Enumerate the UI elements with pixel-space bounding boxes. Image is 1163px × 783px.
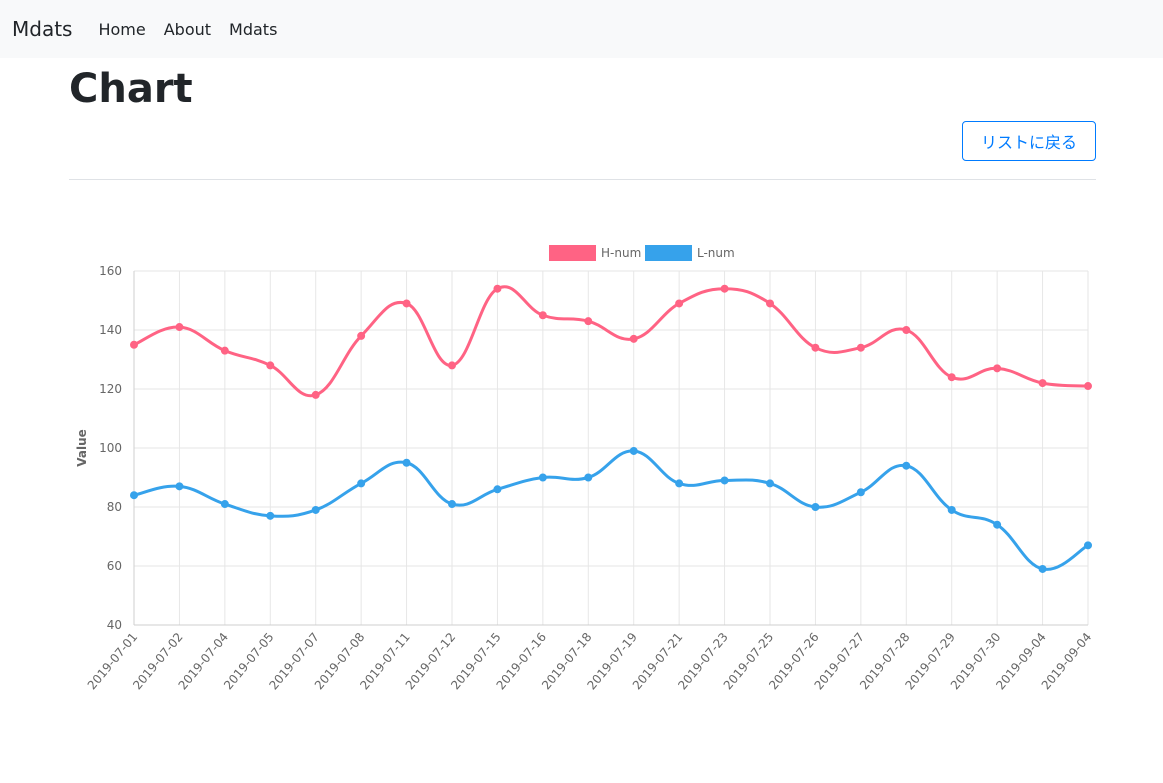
legend-label-h-num[interactable]: H-num xyxy=(601,246,641,260)
data-point-l-num[interactable] xyxy=(266,511,275,520)
y-tick-label: 60 xyxy=(107,559,122,573)
y-tick-label: 160 xyxy=(99,264,122,278)
data-point-h-num[interactable] xyxy=(902,326,911,334)
data-point-l-num[interactable] xyxy=(1084,541,1092,550)
data-point-l-num[interactable] xyxy=(584,473,593,482)
data-point-h-num[interactable] xyxy=(493,284,502,293)
data-point-h-num[interactable] xyxy=(311,390,320,399)
nav-link-home[interactable]: Home xyxy=(98,19,146,39)
data-point-l-num[interactable] xyxy=(448,500,456,509)
data-point-h-num[interactable] xyxy=(584,317,593,326)
data-point-l-num[interactable] xyxy=(720,476,729,485)
navbar-brand[interactable]: Mdats xyxy=(12,17,73,41)
legend-swatch-l-num[interactable] xyxy=(645,245,692,261)
data-point-h-num[interactable] xyxy=(766,299,774,308)
data-point-h-num[interactable] xyxy=(357,331,366,340)
series-line-l-num xyxy=(133,449,1089,571)
data-point-h-num[interactable] xyxy=(402,299,411,308)
data-point-h-num[interactable] xyxy=(448,361,456,370)
chart-grid xyxy=(133,270,1089,626)
data-point-l-num[interactable] xyxy=(675,479,684,488)
y-axis-label: Value xyxy=(75,429,89,467)
data-point-h-num[interactable] xyxy=(947,373,956,382)
data-point-l-num[interactable] xyxy=(811,503,820,511)
data-point-h-num[interactable] xyxy=(538,311,547,320)
y-tick-label: 120 xyxy=(99,382,122,396)
data-point-l-num[interactable] xyxy=(766,479,774,488)
data-point-h-num[interactable] xyxy=(130,340,138,349)
data-point-l-num[interactable] xyxy=(130,491,138,500)
nav-link-about[interactable]: About xyxy=(163,19,212,39)
nav-link-mdats[interactable]: Mdats xyxy=(229,19,278,39)
series-line-h-num xyxy=(133,285,1089,398)
data-point-l-num[interactable] xyxy=(947,505,956,514)
data-point-l-num[interactable] xyxy=(538,473,547,482)
data-point-h-num[interactable] xyxy=(220,346,229,355)
data-point-h-num[interactable] xyxy=(1084,382,1092,391)
data-point-h-num[interactable] xyxy=(175,323,184,332)
divider xyxy=(69,179,1096,180)
data-point-h-num[interactable] xyxy=(720,284,729,293)
navbar: Mdats Home About Mdats xyxy=(0,0,1163,58)
data-point-h-num[interactable] xyxy=(266,361,275,370)
y-tick-label: 40 xyxy=(107,618,122,632)
data-point-l-num[interactable] xyxy=(856,488,865,497)
chart-legend: H-num L-num xyxy=(549,245,735,261)
y-tick-label: 100 xyxy=(99,441,122,455)
data-point-l-num[interactable] xyxy=(993,520,1002,529)
data-point-l-num[interactable] xyxy=(493,485,502,494)
legend-swatch-h-num[interactable] xyxy=(549,245,596,261)
y-tick-label: 80 xyxy=(107,500,122,514)
y-tick-label: 140 xyxy=(99,323,122,337)
data-point-l-num[interactable] xyxy=(175,482,184,491)
data-point-h-num[interactable] xyxy=(1038,379,1047,388)
chart-series xyxy=(130,284,1092,573)
data-point-l-num[interactable] xyxy=(402,458,411,467)
page-title: Chart xyxy=(69,66,193,112)
data-point-h-num[interactable] xyxy=(856,343,865,352)
back-to-list-button[interactable]: リストに戻る xyxy=(962,121,1096,161)
data-point-h-num[interactable] xyxy=(629,334,638,343)
data-point-h-num[interactable] xyxy=(675,299,684,308)
data-point-l-num[interactable] xyxy=(311,505,320,514)
data-point-l-num[interactable] xyxy=(629,446,638,455)
data-point-l-num[interactable] xyxy=(357,479,366,488)
data-point-h-num[interactable] xyxy=(993,364,1002,373)
legend-label-l-num[interactable]: L-num xyxy=(697,246,735,260)
data-point-h-num[interactable] xyxy=(811,343,820,352)
data-point-l-num[interactable] xyxy=(1038,564,1047,573)
data-point-l-num[interactable] xyxy=(220,500,229,509)
data-point-l-num[interactable] xyxy=(902,461,911,470)
